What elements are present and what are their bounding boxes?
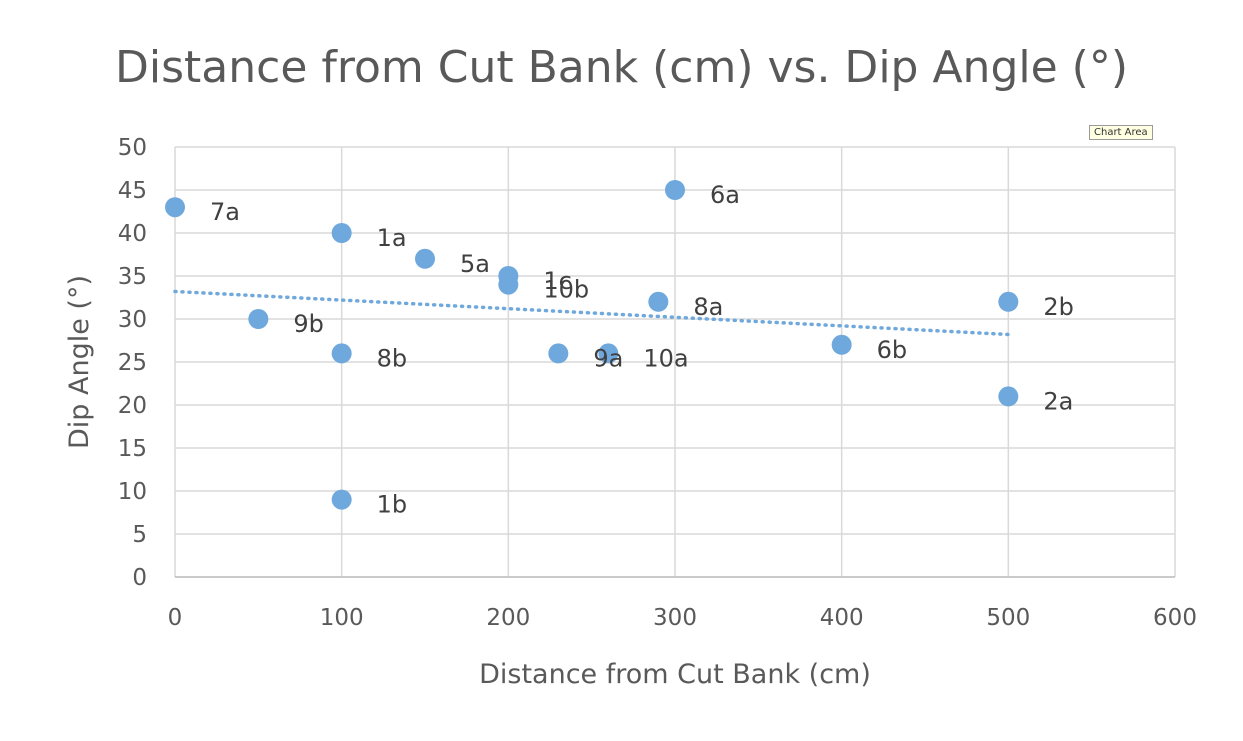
x-axis-ticks: 0 100 200 300 400 500 600 [168,605,1197,631]
data-point-7a[interactable] [165,197,185,218]
y-tick-label: 5 [132,522,147,548]
y-tick-label: 20 [118,393,147,419]
y-tick-label: 45 [118,178,147,204]
y-axis-title: Dip Angle (°) [64,275,95,449]
data-point-9a[interactable] [548,343,569,364]
x-tick-label: 400 [820,605,864,631]
trendline-group [173,289,1011,337]
data-point-1a[interactable] [331,223,352,243]
y-tick-label: 0 [132,565,147,591]
point-label-2a: 2a [1043,387,1073,415]
x-tick-label: 200 [486,605,530,631]
y-tick-label: 30 [118,307,147,333]
y-tick-label: 40 [118,221,147,247]
point-label-9b: 9b [293,310,324,338]
data-point-10b[interactable] [498,274,519,295]
data-point-2b[interactable] [998,291,1019,312]
chart-title: Distance from Cut Bank (cm) vs. Dip Angl… [115,42,1128,93]
data-point-6a[interactable] [665,180,685,200]
x-tick-label: 600 [1153,605,1197,631]
y-tick-label: 50 [118,135,147,161]
y-tick-label: 10 [118,479,147,505]
y-axis-ticks: 0 5 10 15 20 25 30 35 40 45 50 [118,135,147,591]
point-label-1b: 1b [377,491,408,519]
point-label-2b: 2b [1043,293,1074,321]
point-label-5a: 5a [460,250,490,278]
data-point-6b[interactable] [831,334,852,355]
point-label-9a: 9a [593,344,623,372]
point-label-6a: 6a [710,181,740,209]
data-points [165,180,1019,510]
data-point-10a[interactable] [598,343,619,364]
point-label-1c: 1c [543,267,571,295]
trendline [173,289,1011,337]
y-tick-label: 25 [118,350,147,376]
point-label-10a: 10a [643,344,688,372]
x-tick-label: 0 [168,605,183,631]
point-label-1a: 1a [377,224,407,252]
data-point-9b[interactable] [248,309,269,329]
point-label-8a: 8a [693,293,723,321]
x-tick-label: 100 [320,605,364,631]
y-tick-label: 15 [118,436,147,462]
y-tick-label: 35 [118,264,147,290]
point-label-7a: 7a [210,198,240,226]
point-label-8b: 8b [377,344,408,372]
x-tick-label: 500 [986,605,1030,631]
data-point-5a[interactable] [415,248,435,269]
point-label-10b: 10b [543,276,589,304]
data-point-2a[interactable] [998,386,1019,407]
x-tick-label: 300 [653,605,697,631]
x-axis-title: Distance from Cut Bank (cm) [479,659,871,690]
data-point-1b[interactable] [331,489,352,510]
data-point-8a[interactable] [648,291,669,312]
chart-area-tooltip: Chart Area [1089,125,1153,140]
data-point-8b[interactable] [331,343,352,364]
point-label-6b: 6b [877,336,908,364]
